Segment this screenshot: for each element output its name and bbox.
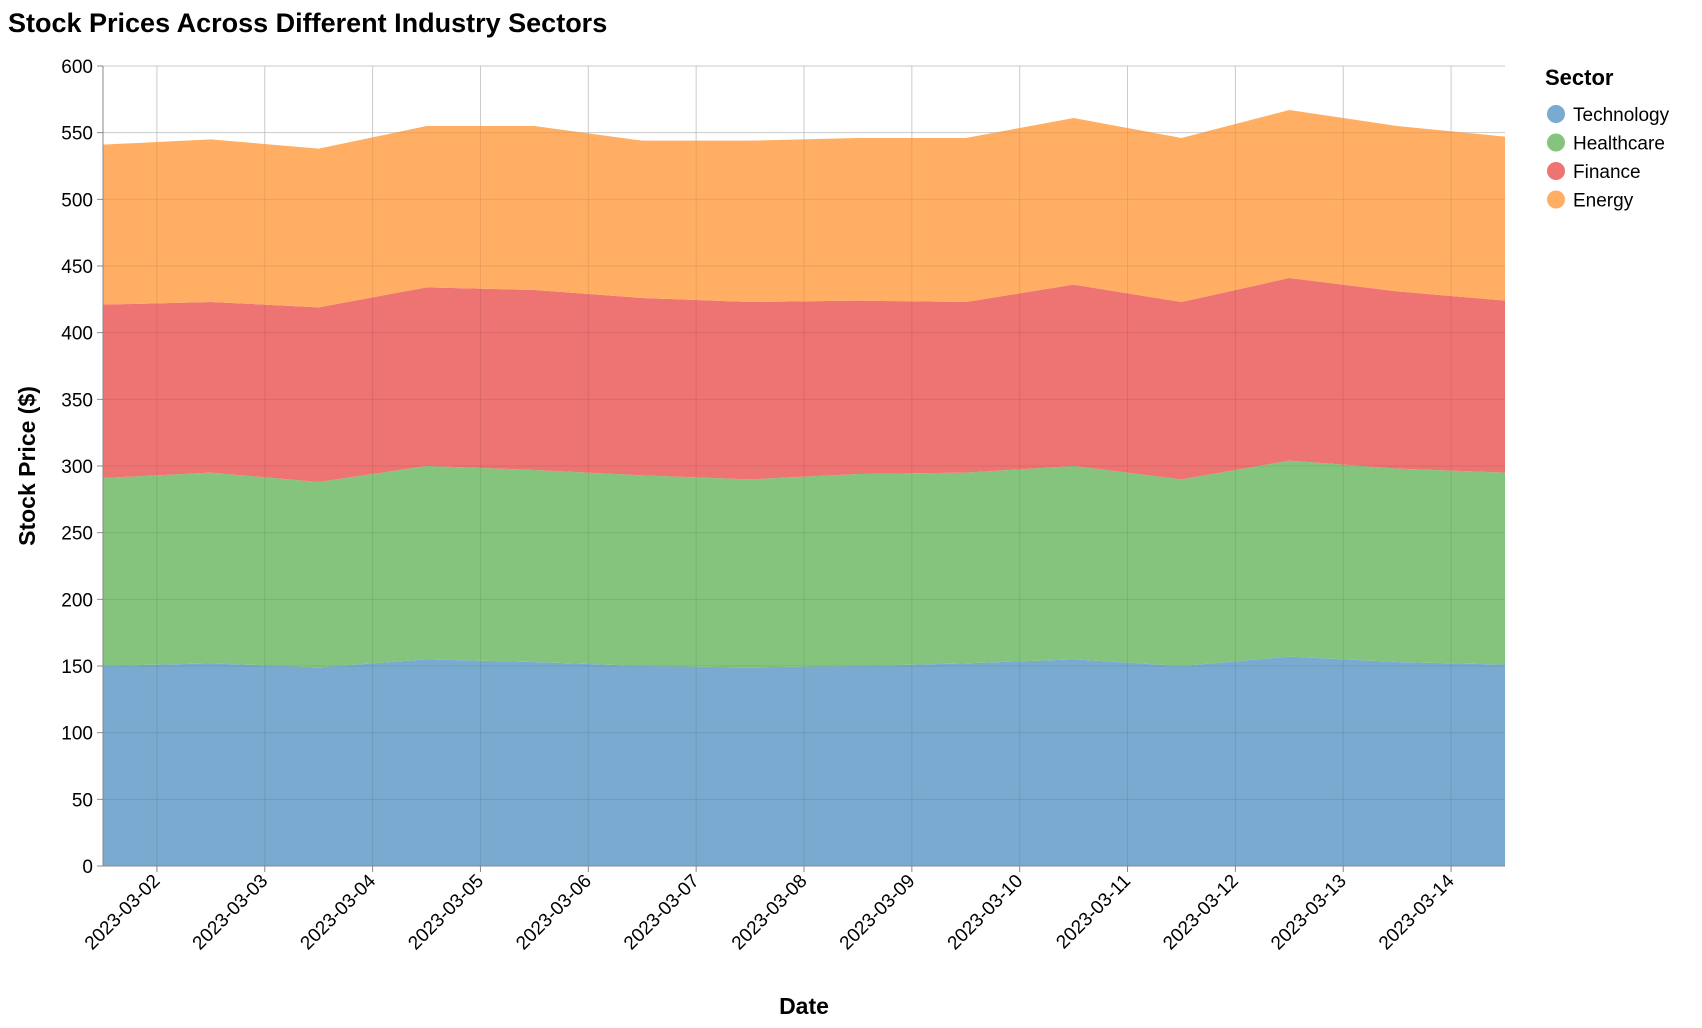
stacked-areas <box>103 65 1505 867</box>
x-tick-label: 2023-03-12 <box>1159 871 1243 955</box>
legend-swatch-finance <box>1547 162 1565 180</box>
y-axis-title: Stock Price ($) <box>14 386 40 546</box>
y-tick-label: 600 <box>61 57 93 78</box>
y-tick-label: 200 <box>61 590 93 611</box>
x-tick-label: 2023-03-05 <box>404 871 488 955</box>
y-tick-label: 350 <box>61 390 93 411</box>
x-tick-label: 2023-03-09 <box>836 871 920 955</box>
x-tick-label: 2023-03-04 <box>297 870 381 954</box>
x-tick-label: 2023-03-08 <box>728 871 812 955</box>
legend-label-healthcare: Healthcare <box>1573 134 1665 155</box>
legend-swatch-technology <box>1547 105 1565 123</box>
y-tick-label: 100 <box>61 724 93 745</box>
y-tick-label: 450 <box>61 257 93 278</box>
legend-label-technology: Technology <box>1573 105 1670 126</box>
area-finance <box>103 278 1505 482</box>
legend: Sector Technology Healthcare Finance Energy <box>1545 65 1670 212</box>
x-axis-title: Date <box>779 993 829 1019</box>
x-tick-label: 2023-03-03 <box>189 871 273 955</box>
legend-title: Sector <box>1545 65 1614 90</box>
x-tick-label: 2023-03-14 <box>1375 870 1459 954</box>
x-tick-label: 2023-03-02 <box>81 871 165 955</box>
y-tick-label: 250 <box>61 524 93 545</box>
x-tick-label: 2023-03-11 <box>1052 871 1135 954</box>
x-tick-label: 2023-03-06 <box>512 871 596 955</box>
legend-swatch-healthcare <box>1547 133 1565 152</box>
area-healthcare <box>103 460 1505 668</box>
x-tick-label: 2023-03-07 <box>620 871 704 955</box>
legend-label-finance: Finance <box>1573 162 1641 183</box>
y-tick-label: 500 <box>61 190 93 211</box>
y-tick-label: 550 <box>61 124 93 145</box>
x-tick-label: 2023-03-10 <box>944 871 1028 955</box>
y-tick-label: 300 <box>61 457 93 478</box>
legend-label-energy: Energy <box>1573 191 1634 212</box>
legend-swatch-energy <box>1547 190 1565 209</box>
y-tick-label: 150 <box>61 657 93 678</box>
y-tick-label: 0 <box>82 857 93 878</box>
chart-title: Stock Prices Across Different Industry S… <box>8 8 608 38</box>
area-technology <box>103 656 1505 866</box>
x-tick-label: 2023-03-13 <box>1267 871 1351 955</box>
y-tick-label: 50 <box>72 790 93 811</box>
area-energy <box>103 110 1505 308</box>
y-tick-label: 400 <box>61 324 93 345</box>
